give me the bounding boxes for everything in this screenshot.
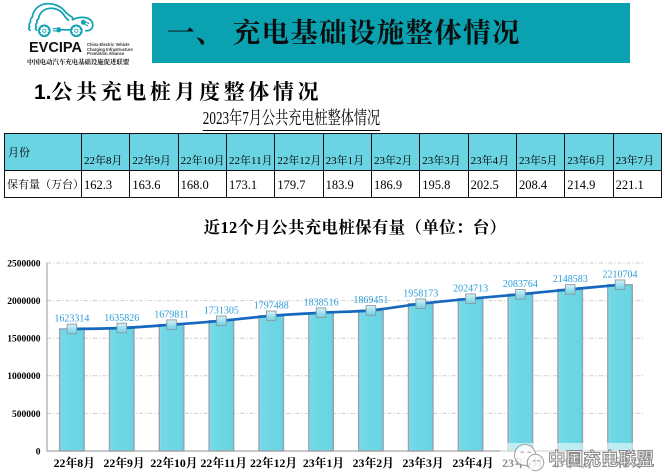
svg-text:1797488: 1797488 <box>254 301 289 312</box>
svg-text:2000000: 2000000 <box>7 297 41 307</box>
svg-text:23年3月: 23年3月 <box>402 454 443 471</box>
svg-text:22年9月: 22年9月 <box>103 454 144 471</box>
svg-text:1869451: 1869451 <box>353 295 388 306</box>
svg-text:23年1月: 23年1月 <box>303 454 344 471</box>
svg-text:2210704: 2210704 <box>603 270 638 281</box>
svg-text:1635826: 1635826 <box>104 313 139 324</box>
svg-text:1623314: 1623314 <box>54 314 89 325</box>
svg-text:2500000: 2500000 <box>7 259 41 269</box>
svg-text:500000: 500000 <box>12 410 41 420</box>
svg-text:22年10月: 22年10月 <box>150 454 197 471</box>
svg-text:1500000: 1500000 <box>7 335 41 345</box>
svg-text:1731305: 1731305 <box>204 306 239 317</box>
svg-text:22年11月: 22年11月 <box>201 454 248 471</box>
svg-text:2083764: 2083764 <box>503 279 538 290</box>
svg-text:0: 0 <box>36 447 41 457</box>
svg-text:1838516: 1838516 <box>304 298 339 309</box>
svg-text:2148583: 2148583 <box>553 274 588 285</box>
svg-text:2024713: 2024713 <box>453 284 488 295</box>
svg-text:1679811: 1679811 <box>154 310 189 321</box>
svg-text:23年4月: 23年4月 <box>452 454 493 471</box>
svg-text:23年2月: 23年2月 <box>353 454 394 471</box>
svg-text:22年8月: 22年8月 <box>54 454 95 471</box>
svg-text:22年12月: 22年12月 <box>250 454 297 471</box>
svg-text:1958173: 1958173 <box>403 289 438 300</box>
svg-text:1000000: 1000000 <box>7 372 41 382</box>
